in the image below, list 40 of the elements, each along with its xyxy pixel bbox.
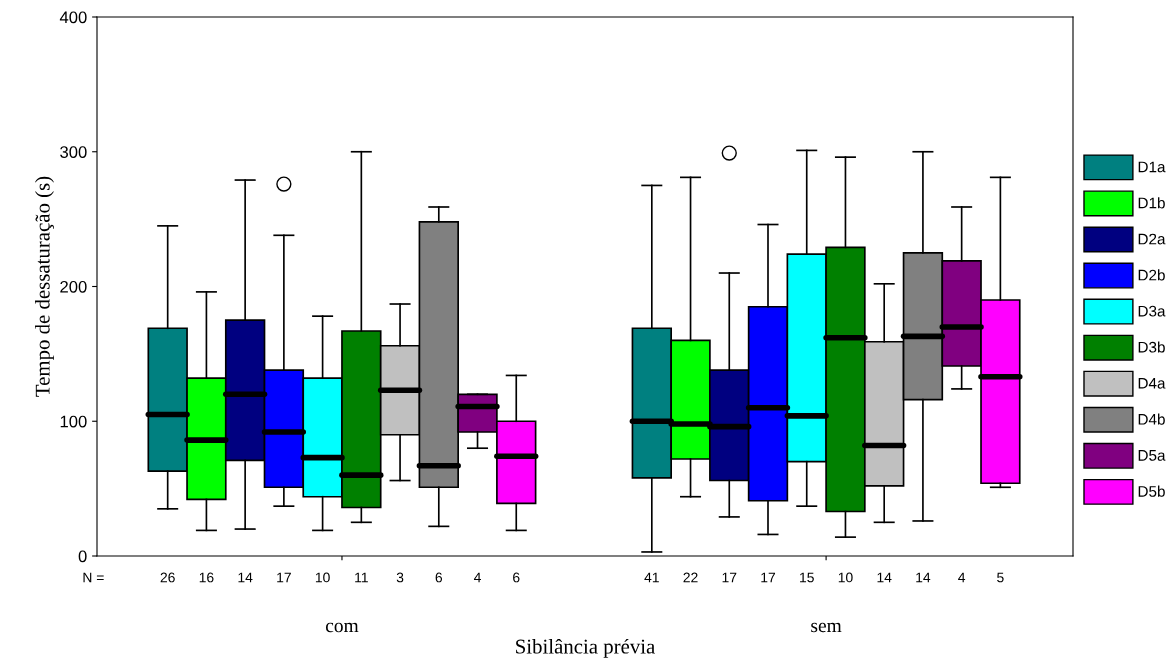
legend-label: D5b — [1138, 485, 1165, 497]
y-tick-label: 200 — [60, 280, 87, 293]
text: 6 — [513, 572, 520, 583]
legend-label: D3a — [1138, 305, 1166, 317]
text: N = — [83, 572, 104, 583]
text: 41 — [644, 572, 659, 583]
x-tick-label: com — [325, 622, 359, 633]
text: 10 — [838, 572, 853, 583]
y-tick-label: 300 — [60, 146, 87, 158]
text: 14 — [916, 572, 931, 583]
text: 11 — [355, 572, 368, 583]
legend-label: D1b — [1138, 197, 1165, 209]
y-axis-title: Tempo de dessaturação (s) — [35, 176, 54, 397]
text: 15 — [800, 572, 814, 583]
text: 16 — [199, 572, 214, 583]
text: 17 — [277, 572, 291, 583]
text: 4 — [473, 572, 481, 583]
text: 5 — [997, 572, 1004, 583]
y-tick-label: 400 — [59, 11, 87, 24]
text: 6 — [435, 572, 443, 583]
x-axis-title: Sibilância prévia — [516, 638, 655, 658]
legend-label: D5a — [1138, 450, 1166, 461]
text: 10 — [315, 572, 330, 583]
y-tick-label: 100 — [60, 415, 87, 428]
text: 26 — [160, 572, 175, 583]
legend-label: D4b — [1138, 413, 1165, 425]
legend-label: D2a — [1138, 233, 1166, 245]
text: 4 — [958, 572, 966, 583]
legend-label: D3b — [1138, 341, 1165, 353]
text: 17 — [761, 572, 776, 583]
text: 17 — [722, 572, 737, 583]
text: 14 — [238, 572, 253, 583]
y-tick-label: 0 — [78, 550, 87, 563]
text: 22 — [683, 572, 698, 583]
x-tick-label: sem — [811, 622, 842, 633]
text: 14 — [877, 572, 892, 583]
legend-label: D4a — [1138, 378, 1166, 389]
text: 3 — [396, 572, 404, 583]
legend-label: D2b — [1138, 269, 1165, 281]
legend-label: D1a — [1138, 161, 1166, 173]
